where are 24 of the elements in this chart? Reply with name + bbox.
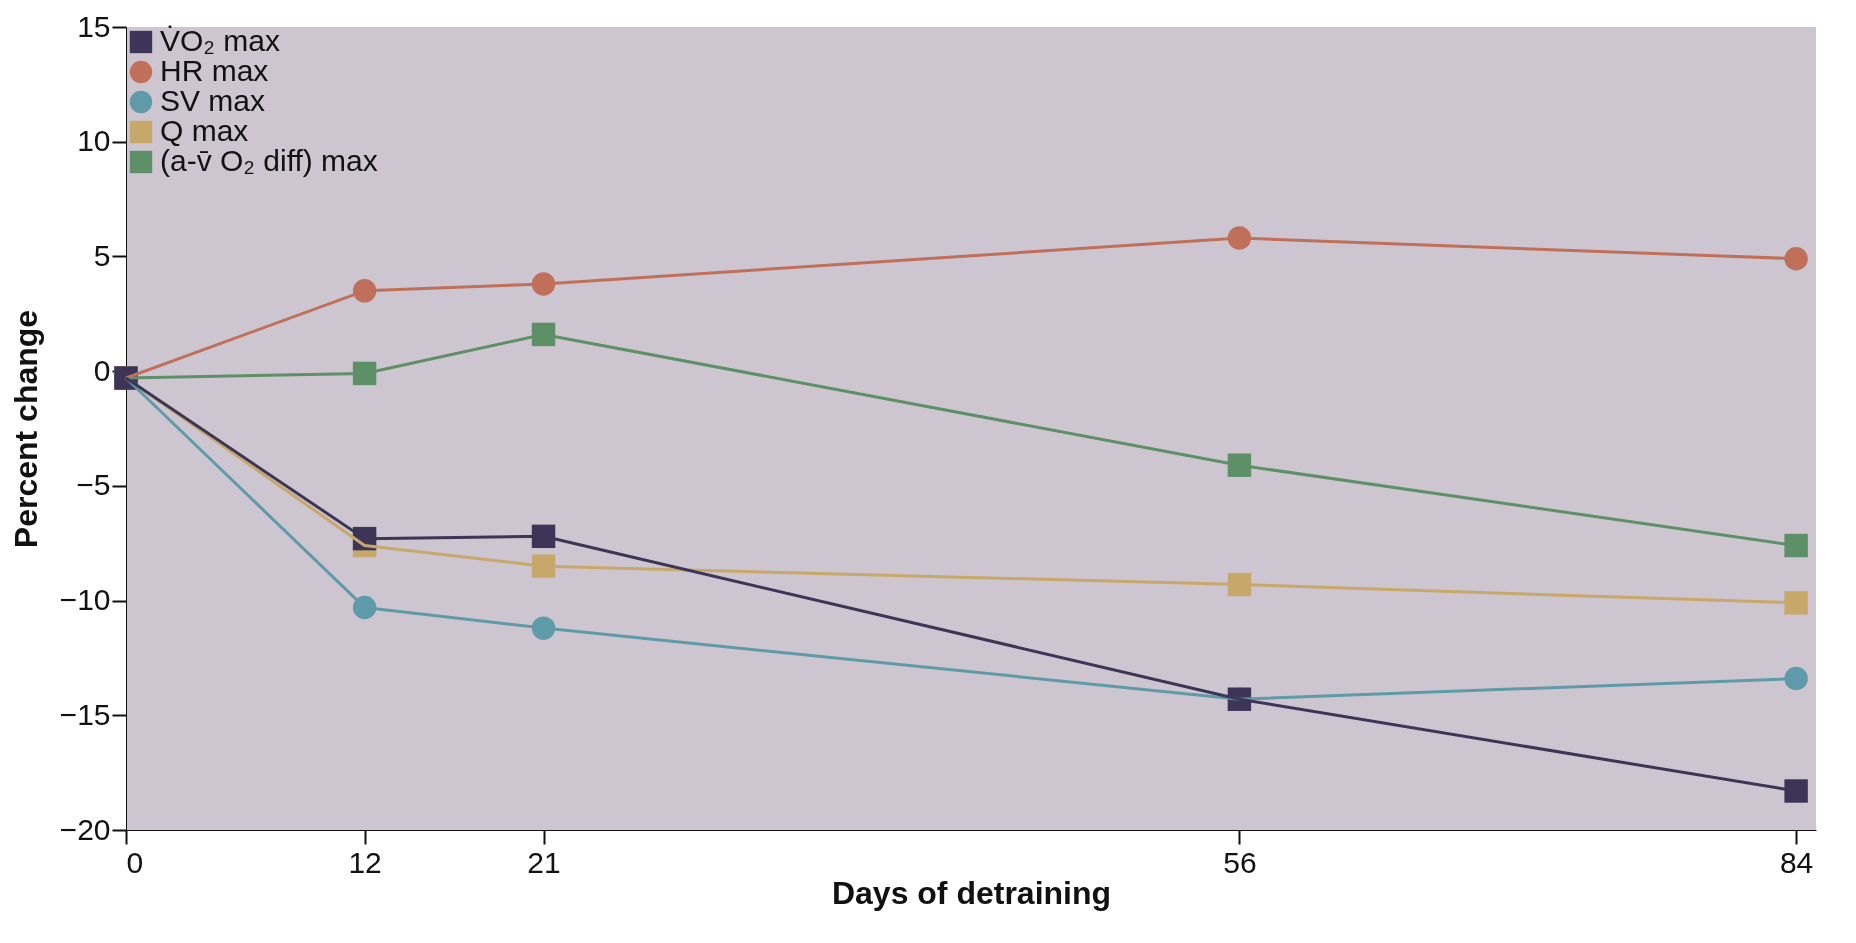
point	[1784, 779, 1808, 803]
x-tick-label: 21	[527, 845, 561, 879]
x-tick-label: 56	[1223, 845, 1257, 879]
legend-label: SV max	[160, 84, 266, 117]
y-tick-label: 15	[77, 9, 111, 43]
y-tick-label: 10	[77, 124, 111, 158]
y-tick-label: −10	[59, 583, 111, 617]
y-tick-label: −20	[59, 812, 111, 846]
point	[1784, 591, 1808, 615]
x-tick-label: 0	[126, 845, 144, 879]
point	[1784, 247, 1808, 271]
point	[1784, 666, 1808, 691]
legend-label: Q max	[160, 114, 249, 147]
x-tick-label: 84	[1779, 845, 1814, 879]
legend-label: HR max	[160, 54, 269, 87]
y-tick-label: −15	[59, 697, 111, 731]
legend-label: V̇O₂ max	[160, 24, 280, 57]
x-axis-title: Days of detraining	[831, 874, 1112, 911]
y-tick-label: 0	[93, 353, 111, 387]
y-tick-label: −5	[76, 468, 111, 502]
x-tick-label: 12	[348, 845, 382, 879]
y-tick-label: 5	[93, 238, 111, 272]
y-axis-title: Percent change	[7, 309, 44, 549]
point	[1784, 533, 1808, 558]
